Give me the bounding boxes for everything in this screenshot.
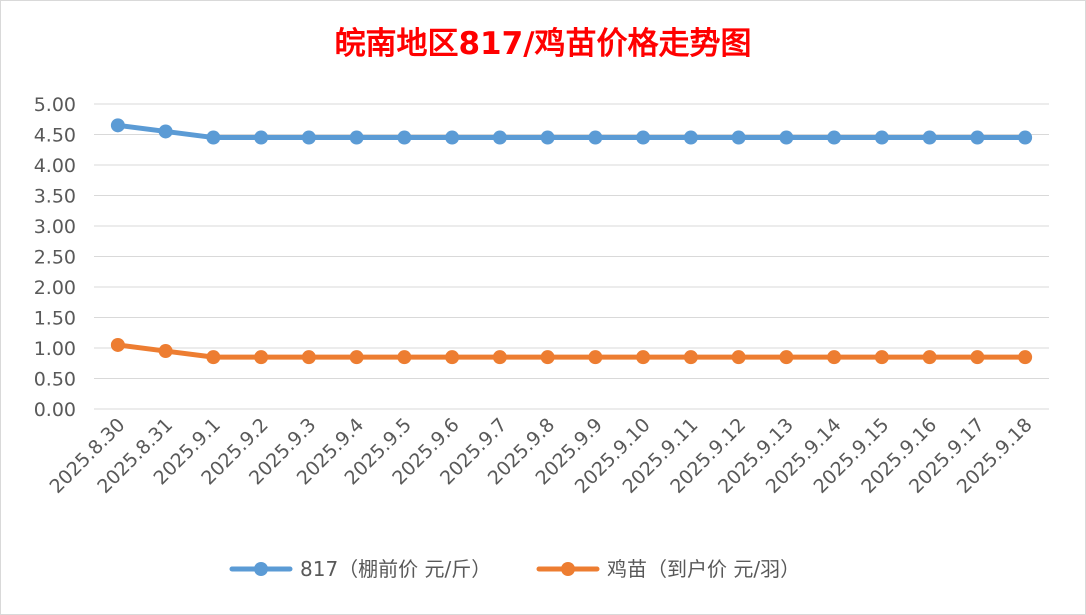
series-1 [110, 118, 1033, 145]
data-point [206, 130, 221, 145]
data-point [492, 350, 507, 365]
data-point [970, 130, 985, 145]
y-tick-label: 0.50 [34, 369, 76, 391]
data-point [445, 350, 460, 365]
legend: 817（棚前价 元/斤） 鸡苗（到户价 元/羽） [229, 557, 800, 581]
legend-label: 817（棚前价 元/斤） [300, 557, 491, 581]
data-point [206, 350, 221, 365]
data-point [731, 350, 746, 365]
data-point [397, 350, 412, 365]
gridlines [94, 103, 1049, 410]
legend-item: 鸡苗（到户价 元/羽） [536, 557, 800, 581]
y-tick-label: 0.00 [34, 399, 76, 421]
data-point [492, 130, 507, 145]
data-point [588, 130, 603, 145]
data-point [779, 350, 794, 365]
data-point [970, 350, 985, 365]
data-point [110, 337, 125, 352]
data-point [636, 130, 651, 145]
data-point [827, 130, 842, 145]
data-point [874, 130, 889, 145]
data-point [1018, 130, 1033, 145]
data-point [254, 130, 269, 145]
data-point [254, 350, 269, 365]
data-point [683, 130, 698, 145]
chart-title: 皖南地区817/鸡苗价格走势图 [334, 26, 751, 62]
legend-label: 鸡苗（到户价 元/羽） [607, 557, 800, 581]
legend-marker [561, 562, 575, 576]
series-line [115, 122, 1028, 141]
data-point [349, 130, 364, 145]
y-tick-label: 2.50 [34, 247, 76, 269]
data-point [540, 350, 555, 365]
data-point [922, 130, 937, 145]
y-tick-label: 2.00 [34, 277, 76, 299]
data-point [158, 124, 173, 139]
y-axis-ticks: 0.00 0.50 1.00 1.50 2.00 2.50 3.00 3.50 4.00 4.50… [34, 94, 76, 421]
data-point [731, 130, 746, 145]
data-point [158, 344, 173, 359]
data-point [397, 130, 412, 145]
series-line [115, 342, 1028, 360]
data-point [349, 350, 364, 365]
data-point [874, 350, 889, 365]
data-point [922, 350, 937, 365]
series-2 [110, 337, 1033, 365]
data-point [1018, 350, 1033, 365]
y-tick-label: 3.50 [34, 186, 76, 208]
legend-item: 817（棚前价 元/斤） [229, 557, 491, 581]
data-point [301, 350, 316, 365]
series-lines [110, 118, 1033, 365]
data-point [301, 130, 316, 145]
y-tick-label: 5.00 [34, 94, 76, 116]
y-tick-label: 1.00 [34, 338, 76, 360]
data-point [540, 130, 555, 145]
y-tick-label: 4.50 [34, 125, 76, 147]
data-point [683, 350, 698, 365]
legend-marker [254, 562, 268, 576]
data-point [636, 350, 651, 365]
y-tick-label: 1.50 [34, 308, 76, 330]
y-tick-label: 3.00 [34, 216, 76, 238]
data-point [827, 350, 842, 365]
data-point [445, 130, 460, 145]
data-point [779, 130, 794, 145]
y-tick-label: 4.00 [34, 155, 76, 177]
data-point [110, 118, 125, 133]
data-point [588, 350, 603, 365]
